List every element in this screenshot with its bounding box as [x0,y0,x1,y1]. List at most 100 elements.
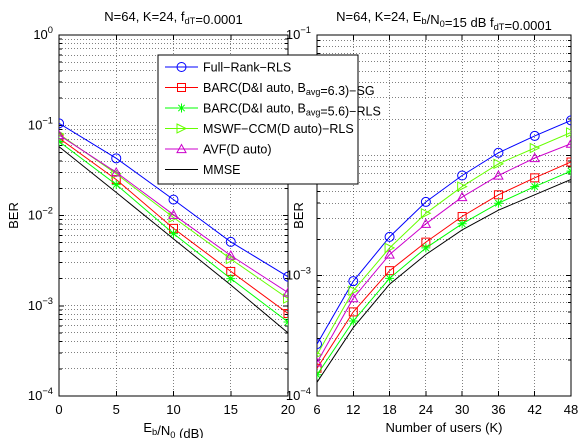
triangle-right-marker [457,181,468,192]
circle-marker [420,196,431,207]
y-tick-label: 10−1 [28,115,53,132]
x-tick-label: 24 [419,402,433,417]
triangle-up-marker [420,218,432,228]
square-marker [177,83,186,92]
star-marker [169,229,178,239]
legend-label: Full−Rank−RLS [203,61,291,75]
triangle-up-marker [110,166,122,177]
x-tick-label: 0 [55,402,62,417]
x-axis-label: Eb/N0 (dB) [143,420,203,438]
triangle-up-marker [565,138,571,148]
y-tick-label: 10−1 [286,25,311,42]
triangle-up-marker [493,169,504,180]
triangle-right-marker [176,123,188,134]
series-line [317,143,571,363]
triangle-right-marker [529,142,541,154]
legend-entry: BARC(D&I auto, Bavg=5.6)−RLS [165,102,381,119]
chart-title: N=64, K=24, Eb/N0=15 dB fdT=0.0001 [336,9,552,33]
star-marker [111,180,121,190]
star-marker [566,166,571,176]
x-axis-label: Number of users (K) [385,420,502,435]
circle-marker [111,153,122,164]
legend-entry: Full−Rank−RLS [165,61,291,75]
legend-entry: MMSE [165,163,241,177]
square-marker [283,309,288,319]
legend-label: BARC(D&I auto, Bavg=5.6)−RLS [203,102,381,119]
plot-area [317,35,571,396]
star-marker [226,274,236,284]
circle-marker [529,130,540,141]
triangle-up-marker [59,129,65,140]
circle-marker [348,276,359,287]
legend-entry: MSWF−CCM(D auto)−RLS [165,122,354,136]
series-line [59,122,288,278]
square-marker [348,307,358,317]
x-tick-label: 42 [527,402,541,417]
triangle-up-marker [347,292,359,303]
y-tick-label: 10−2 [28,206,53,223]
x-tick-label: 20 [281,402,295,417]
grid [317,35,571,396]
legend-entry: BARC(D&I auto, Bavg=6.3)−SG [165,81,375,98]
series-group [317,115,571,383]
y-axis-label: BER [6,202,21,229]
star-marker [421,243,431,253]
series-line [59,137,288,314]
chart-title: N=64, K=24, fdT=0.0001 [104,9,243,27]
star-marker [177,103,186,113]
series-line [317,131,571,356]
series-line [317,179,571,383]
circle-marker [283,271,288,282]
triangle-right-marker [566,127,571,138]
series-group [59,118,288,334]
circle-marker [176,62,187,72]
x-tick-label: 10 [166,402,180,417]
triangle-right-marker [283,293,288,304]
star-marker [457,219,467,229]
square-marker [566,157,571,167]
legend-box [157,54,359,185]
legend-label: AVF(D auto) [203,143,272,157]
star-marker [385,273,395,283]
triangle-up-marker [529,152,541,163]
y-tick-label: 100 [33,25,53,42]
star-marker [283,317,288,327]
y-tick-label: 10−3 [28,296,53,313]
legend-label: MMSE [203,163,241,177]
triangle-up-marker [176,143,187,154]
x-tick-label: 36 [491,402,505,417]
triangle-up-marker [456,191,468,202]
legend: Full−Rank−RLS BARC(D&I auto, Bavg=6.3)−SG… [157,54,381,185]
y-axis-label: BER [291,202,306,229]
series-line [59,133,288,300]
legend-label: MSWF−CCM(D auto)−RLS [203,122,354,136]
legend-entry: AVF(D auto) [165,143,272,157]
star-marker [348,316,358,326]
ticks [316,34,572,397]
circle-marker [225,236,236,247]
triangle-up-marker [317,356,323,367]
triangle-up-marker [384,248,395,259]
x-tick-label: 15 [224,402,238,417]
circle-marker [59,118,64,129]
circle-marker [493,147,504,158]
series-line [317,161,571,369]
y-tick-label: 10−3 [286,266,311,283]
triangle-up-marker [168,209,179,219]
star-marker [493,198,503,208]
circle-marker [168,194,179,205]
star-marker [530,182,540,192]
x-tick-label: 5 [113,402,120,417]
series-line [317,119,571,345]
circle-marker [566,115,571,126]
series-line [59,146,288,334]
x-tick-label: 48 [564,402,578,417]
triangle-up-marker [282,287,288,297]
circle-marker [384,231,395,242]
x-tick-label: 18 [382,402,396,417]
triangle-up-marker [225,250,237,260]
series-line [59,134,288,294]
x-tick-label: 6 [313,402,320,417]
